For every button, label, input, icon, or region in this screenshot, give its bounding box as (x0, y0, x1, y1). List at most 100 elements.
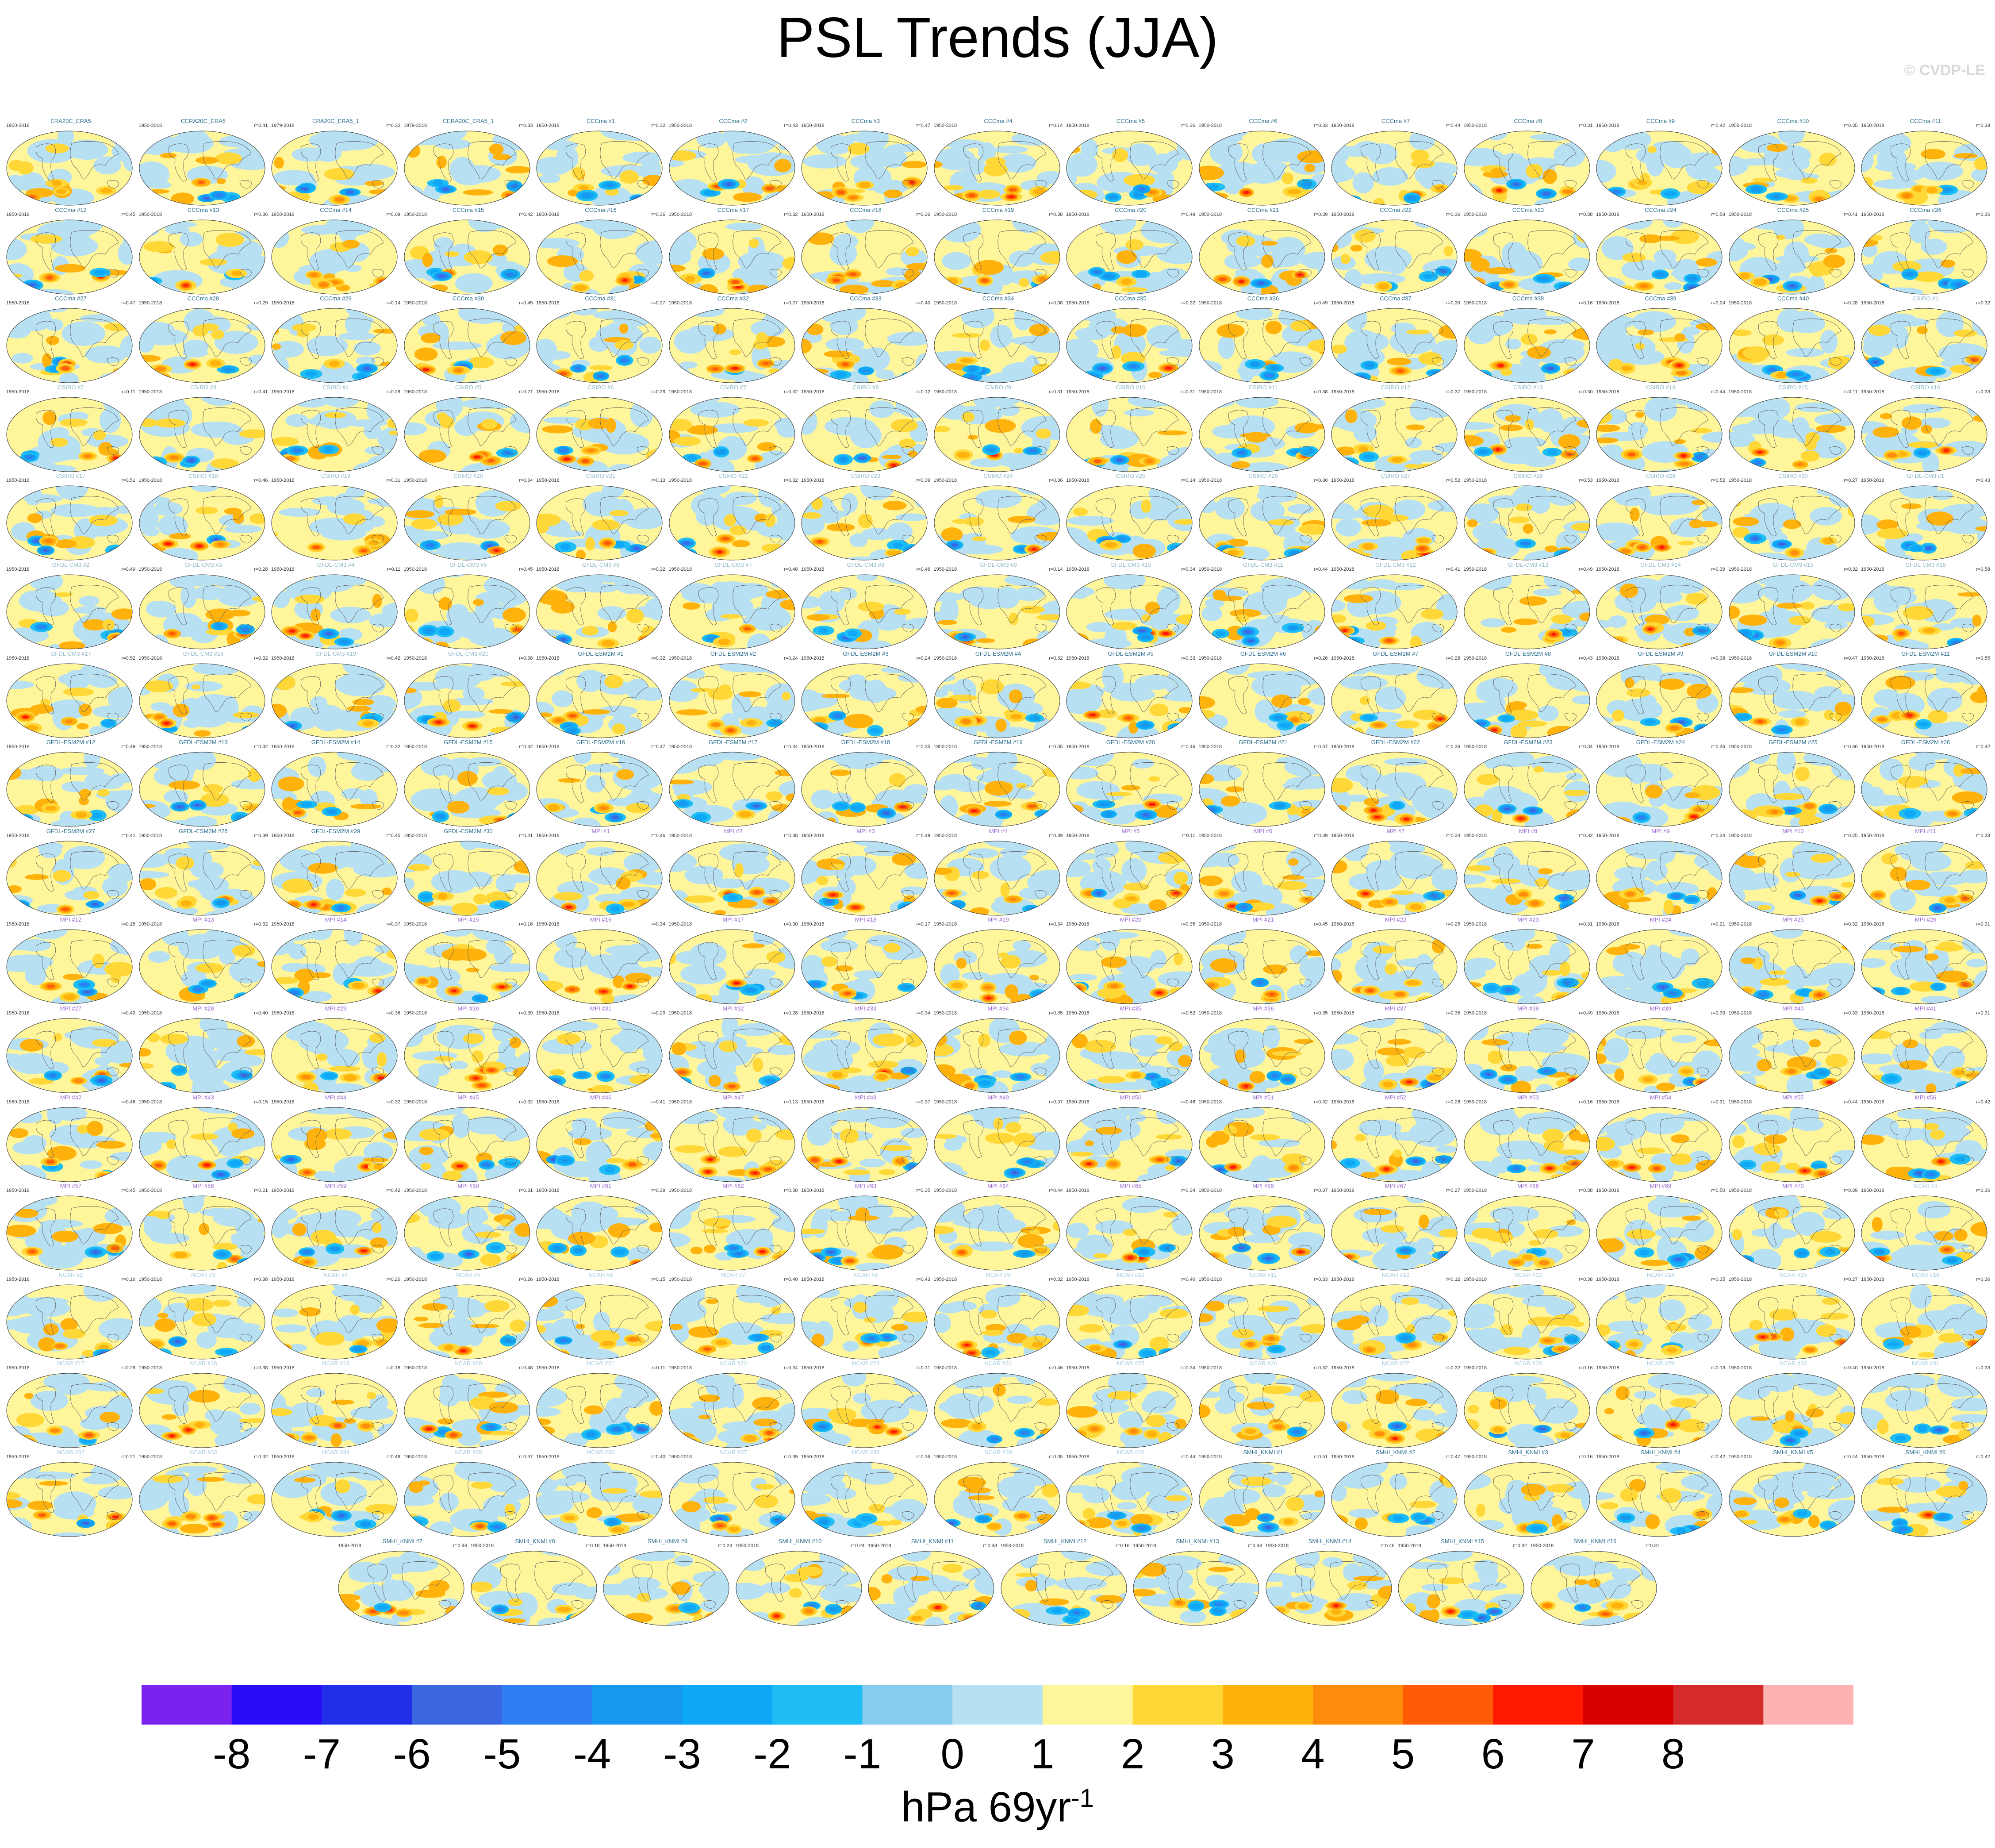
map-panel: GFDL-ESM2M #21 1950-2018 r=0.37 (1198, 739, 1329, 827)
panel-map (669, 1373, 795, 1448)
panel-years: 1950-2018 (271, 300, 295, 306)
panel-title: CCCma #20 (1115, 206, 1147, 213)
panel-correlation: r=0.18 (386, 1365, 401, 1371)
map-panel: SMHI_KNMI #8 1950-2018 r=0.18 (470, 1538, 601, 1626)
panel-title: GFDL-CM3 #10 (1110, 561, 1151, 568)
map-panel: NCAR #31 1950-2018 r=0.33 (1860, 1360, 1991, 1448)
panel-correlation: r=0.31 (1711, 1099, 1726, 1105)
panel-correlation: r=0.29 (254, 300, 268, 306)
panel-map (139, 752, 265, 827)
map-panel: MPI #14 1950-2018 r=0.37 (270, 916, 401, 1005)
panel-map (1464, 1462, 1590, 1537)
panel-map (6, 1462, 133, 1537)
panel-title: NCAR #36 (587, 1449, 615, 1456)
panel-correlation: r=0.40 (1181, 1276, 1196, 1282)
panel-title: MPI #70 (1782, 1183, 1804, 1190)
map-panel: MPI #51 1950-2018 r=0.32 (1198, 1094, 1329, 1183)
panel-map (271, 219, 398, 295)
panel-correlation: r=0.31 (916, 1365, 931, 1371)
panel-correlation: r=0.35 (1049, 1010, 1063, 1016)
map-panel: GFDL-CM3 #20 1950-2018 r=0.38 (403, 650, 534, 739)
panel-years: 1950-2018 (801, 833, 825, 838)
panel-map (669, 1195, 795, 1271)
panel-years: 1950-2018 (1331, 389, 1354, 395)
map-panel: CCCma #20 1950-2018 r=0.49 (1065, 207, 1196, 295)
panel-map (1199, 663, 1325, 738)
panel-correlation: r=0.36 (1181, 123, 1196, 128)
panel-correlation: r=0.40 (784, 1276, 798, 1282)
panel-map (6, 1107, 133, 1182)
panel-title: NCAR #8 (853, 1271, 878, 1278)
panel-correlation: r=0.39 (916, 478, 931, 484)
panel-years: 1950-2018 (1861, 389, 1884, 395)
panel-correlation: r=0.35 (1711, 1276, 1726, 1282)
panel-years: 1950-2018 (1463, 567, 1487, 572)
map-panel: MPI #53 1950-2018 r=0.16 (1463, 1094, 1594, 1183)
map-panel: MPI #27 1950-2018 r=0.43 (5, 1005, 136, 1094)
panel-years: 1950-2018 (668, 123, 692, 128)
panel-correlation: r=0.45 (1314, 922, 1328, 927)
map-panel: CSIRO #25 1950-2018 r=0.14 (1065, 473, 1196, 561)
panel-correlation: r=0.28 (386, 389, 401, 395)
panel-years: 1950-2018 (403, 567, 427, 572)
panel-years: 1950-2018 (1066, 300, 1090, 306)
panel-correlation: r=0.35 (1314, 1010, 1328, 1016)
colorbar-units: hPa 69yr-1 (0, 1783, 1995, 1832)
panel-map (669, 485, 795, 561)
map-panel: MPI #60 1950-2018 r=0.31 (403, 1183, 534, 1271)
panel-title: CCCma #7 (1381, 118, 1410, 124)
panel-map (1464, 131, 1590, 206)
map-panel: CSIRO #30 1950-2018 r=0.27 (1728, 473, 1859, 561)
panel-correlation: r=0.38 (1579, 211, 1593, 217)
panel-map (1729, 1018, 1855, 1093)
panel-years: 1950-2018 (536, 211, 560, 217)
panel-title: NCAR #5 (456, 1271, 480, 1278)
map-panel: CSIRO #18 1950-2018 r=0.46 (138, 473, 269, 561)
panel-title: NCAR #39 (984, 1449, 1012, 1456)
map-panel: GFDL-CM3 #19 1950-2018 r=0.42 (270, 650, 401, 739)
colorbar-tick-label: -7 (303, 1730, 341, 1778)
map-panel: MPI #4 1950-2018 r=0.39 (933, 828, 1064, 916)
panel-years: 1950-2018 (1596, 1454, 1619, 1460)
panel-map (536, 1373, 663, 1448)
panel-correlation: r=0.16 (519, 922, 533, 927)
panel-correlation: r=0.49 (1579, 1010, 1593, 1016)
panel-title: GFDL-ESM2M #30 (444, 827, 493, 834)
panel-correlation: r=0.11 (122, 389, 135, 395)
panel-correlation: r=0.41 (254, 389, 268, 395)
panel-correlation: r=0.50 (1711, 1188, 1726, 1194)
panel-correlation: r=0.38 (1049, 300, 1063, 306)
panel-years: 1950-2018 (138, 1010, 162, 1016)
panel-title: GFDL-ESM2M #4 (975, 650, 1021, 657)
panel-title: GFDL-CM3 #15 (1772, 561, 1814, 568)
panel-correlation: r=0.11 (387, 567, 400, 572)
panel-years: 1950-2018 (1000, 1543, 1024, 1548)
panel-years: 1950-2018 (1861, 1454, 1884, 1460)
panel-years: 1950-2018 (1728, 211, 1752, 217)
panel-correlation: r=0.43 (121, 1010, 136, 1016)
panel-years: 1950-2018 (801, 300, 825, 306)
panel-correlation: r=0.40 (254, 1010, 268, 1016)
panel-years: 1950-2018 (801, 1365, 825, 1371)
panel-title: GFDL-CM3 #4 (317, 561, 355, 568)
panel-years: 1979-2018 (271, 123, 295, 128)
panel-title: GFDL-ESM2M #22 (1371, 739, 1420, 746)
panel-map (536, 219, 663, 295)
panel-correlation: r=0.29 (651, 1010, 666, 1016)
panel-correlation: r=0.44 (1844, 1454, 1858, 1460)
panel-correlation: r=0.31 (1646, 1543, 1660, 1548)
panel-years: 1950-2018 (1463, 300, 1487, 306)
panel-title: MPI #46 (590, 1094, 612, 1101)
map-panel: NCAR #13 1950-2018 r=0.38 (1463, 1272, 1594, 1360)
panel-years: 1950-2018 (1463, 1188, 1487, 1194)
panel-title: NCAR #27 (1381, 1360, 1410, 1367)
map-panel: GFDL-CM3 #16 1950-2018 r=0.58 (1860, 561, 1991, 650)
map-panel: SMHI_KNMI #7 1950-2018 r=0.46 (337, 1538, 468, 1626)
panel-years: 1950-2018 (271, 1188, 295, 1194)
panel-correlation: r=0.31 (1579, 123, 1593, 128)
map-panel: CCCma #10 1950-2018 r=0.35 (1728, 118, 1859, 206)
panel-map (1596, 1284, 1723, 1360)
panel-map (139, 131, 265, 206)
map-panel: CCCma #6 1950-2018 r=0.33 (1198, 118, 1329, 206)
map-panel: GFDL-ESM2M #18 1950-2018 r=0.35 (800, 739, 931, 827)
